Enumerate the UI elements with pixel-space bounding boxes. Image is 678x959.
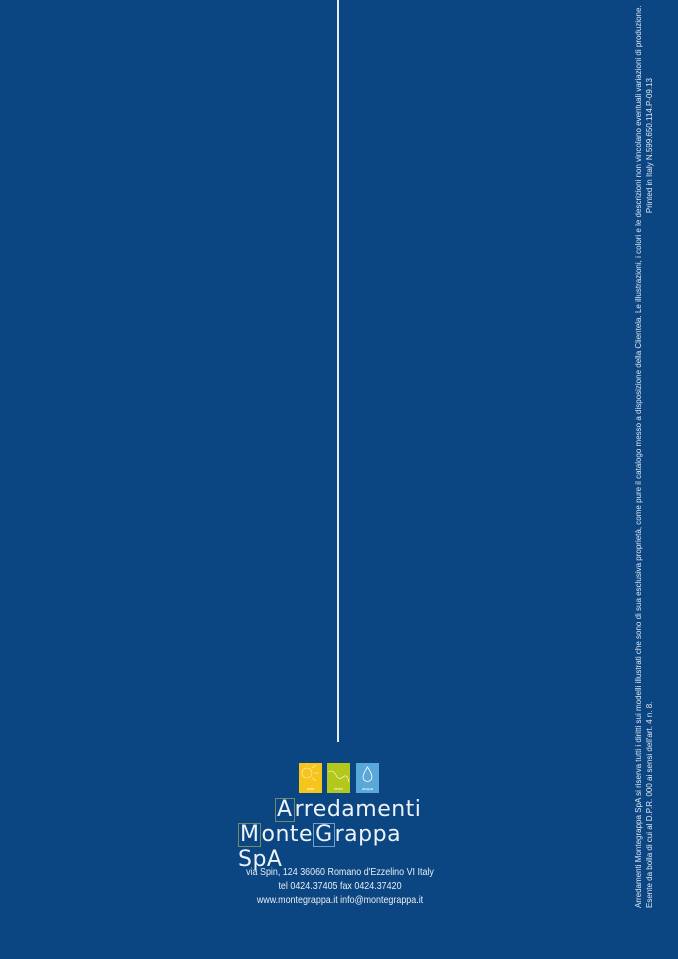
brand-text: onte — [261, 822, 314, 847]
exemption-notice: Esente da bolla di cui al D.P.R. 000 ai … — [645, 701, 654, 908]
brand-initial-g: G — [313, 822, 335, 847]
legal-notice: Arredamenti Montegrappa SpA si riserva t… — [633, 5, 655, 908]
web-email[interactable]: www.montegrappa.it info@montegrappa.it — [256, 894, 424, 906]
water-drop-icon — [362, 766, 373, 782]
brand-initial-m: M — [238, 822, 262, 847]
phone-fax: tel 0424.37405 fax 0424.37420 — [278, 880, 402, 892]
terra-logo-tile: terra — [327, 763, 350, 793]
acqua-label: acqua — [362, 786, 373, 791]
brand-name-line1: Arredamenti — [275, 797, 475, 822]
sun-icon — [301, 763, 319, 782]
brand-text: rappa SpA — [238, 822, 402, 872]
street-address: via Spin, 124 36060 Romano d'Ezzelino VI… — [246, 866, 434, 878]
company-address: via Spin, 124 36060 Romano d'Ezzelino VI… — [221, 865, 459, 907]
brand-initial-a: A — [275, 797, 295, 822]
sole-label: sole — [306, 786, 315, 791]
sole-logo-tile: sole — [299, 763, 322, 793]
brand-text: rredamenti — [294, 797, 422, 822]
vertical-divider-line — [337, 0, 339, 742]
rights-notice: Arredamenti Montegrappa SpA si riserva t… — [634, 5, 643, 908]
terra-label: terra — [334, 786, 343, 791]
land-icon — [327, 770, 350, 783]
brand-name-line2: MonteGrappa SpA — [238, 822, 438, 872]
print-code: Printed in Italy N.599.650.114.P-09.13 — [645, 78, 654, 214]
acqua-logo-tile: acqua — [356, 763, 379, 793]
